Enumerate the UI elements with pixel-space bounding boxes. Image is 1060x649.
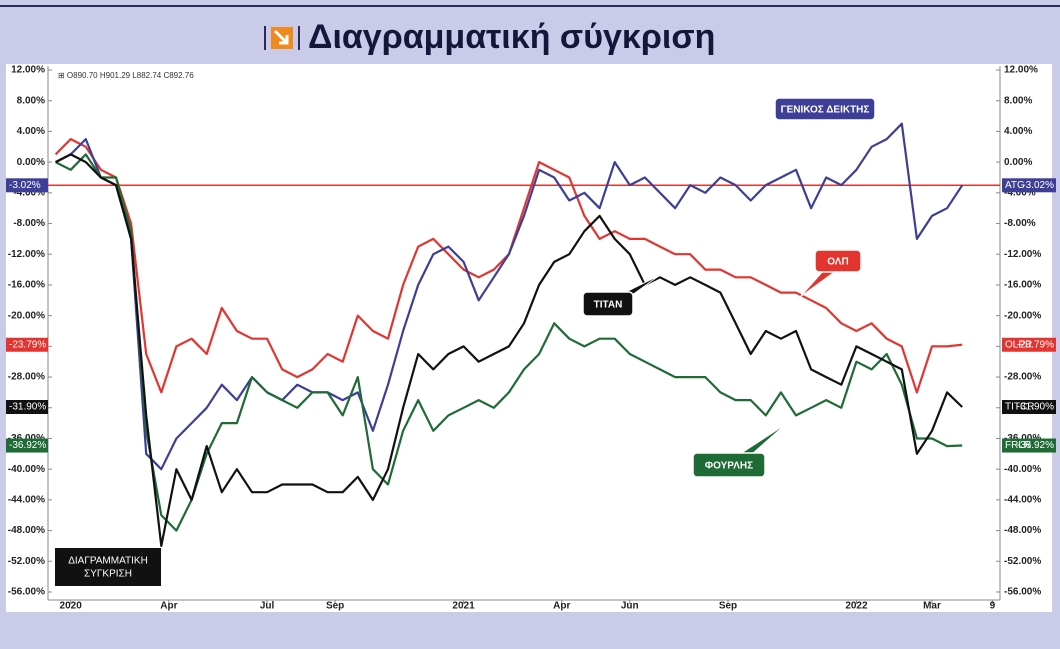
y-tick-label-right: -56.00%: [1004, 587, 1041, 598]
x-tick-label: Apr: [553, 601, 570, 612]
y-tick-label-right: 4.00%: [1004, 126, 1032, 137]
title-icon: [264, 26, 300, 50]
left-value-box: [6, 438, 48, 453]
y-tick-label: -12.00%: [8, 249, 45, 260]
y-tick-label-right: 12.00%: [1004, 65, 1038, 76]
y-tick-label-right: -48.00%: [1004, 525, 1041, 536]
y-tick-label-right: -4.00%: [1004, 187, 1036, 198]
left-value-box: [6, 399, 48, 414]
series-line: [55, 122, 964, 471]
y-tick-label-right: -40.00%: [1004, 464, 1041, 475]
series-name: ATG: [1005, 180, 1025, 191]
callout-label: ΟΛΠ: [827, 257, 848, 268]
y-tick-label: -56.00%: [8, 587, 45, 598]
y-tick-label-right: 0.00%: [1004, 157, 1032, 168]
right-value-label: -36.92%: [1017, 440, 1054, 451]
y-tick-label: 4.00%: [17, 126, 45, 137]
left-value-label: -23.79%: [9, 339, 46, 350]
y-tick-label: -28.00%: [8, 372, 45, 383]
y-tick-label: 0.00%: [17, 157, 45, 168]
callout-label: ΦΟΥΡΛΗΣ: [705, 461, 753, 472]
y-tick-label: 8.00%: [17, 95, 45, 106]
right-value-label: -3.02%: [1022, 180, 1054, 191]
y-tick-label-right: -16.00%: [1004, 280, 1041, 291]
left-value-box: [6, 178, 48, 193]
right-value-box: [1002, 337, 1056, 352]
series-line: [55, 153, 963, 547]
right-value-box: [1002, 178, 1056, 193]
callout-box: [692, 452, 766, 478]
y-tick-label-right: -12.00%: [1004, 249, 1041, 260]
left-value-label: -36.92%: [9, 440, 46, 451]
x-tick-label: Sep: [326, 601, 344, 612]
x-tick-label: 2021: [452, 601, 475, 612]
y-tick-label: -8.00%: [13, 218, 45, 229]
corner-note-line: ΣΥΓΚΡΙΣΗ: [84, 569, 132, 580]
left-value-label: -3.02%: [9, 180, 41, 191]
corner-note-box: [55, 548, 161, 586]
y-tick-label: -4.00%: [13, 187, 45, 198]
x-tick-label: Jul: [260, 601, 275, 612]
y-tick-label: -40.00%: [8, 464, 45, 475]
x-tick-label: 2022: [845, 601, 868, 612]
y-tick-label: 12.00%: [11, 65, 45, 76]
ohlc-text: ⊞ O890.70 H901.29 L882.74 C892.76: [58, 71, 194, 80]
series-name: TITCR: [1005, 402, 1034, 413]
series-name: OLPR: [1005, 339, 1032, 350]
right-value-box: [1002, 399, 1056, 414]
corner-note-line: ΔΙΑΓΡΑΜΜΑΤΙΚΗ: [68, 556, 148, 567]
y-tick-label: -44.00%: [8, 495, 45, 506]
chart-title: Διαγραμματική σύγκριση: [308, 18, 715, 56]
y-tick-label: -16.00%: [8, 280, 45, 291]
callout-label: ΤΙΤΑΝ: [594, 300, 623, 311]
y-tick-label-right: -28.00%: [1004, 372, 1041, 383]
callout-box: [774, 97, 876, 121]
x-tick-label: Jun: [621, 601, 639, 612]
y-tick-label-right: -44.00%: [1004, 495, 1041, 506]
x-tick-label: Sep: [719, 601, 737, 612]
callout-box: [582, 291, 634, 317]
y-tick-label: -48.00%: [8, 525, 45, 536]
y-tick-label-right: -8.00%: [1004, 218, 1036, 229]
callout-box: [814, 249, 862, 273]
right-value-label: -23.79%: [1017, 339, 1054, 350]
left-value-box: [6, 337, 48, 352]
left-value-label: -31.90%: [9, 402, 46, 413]
x-tick-label: 9: [990, 601, 996, 612]
y-tick-label: -52.00%: [8, 556, 45, 567]
y-tick-label-right: 8.00%: [1004, 95, 1032, 106]
x-tick-label: Mar: [923, 601, 941, 612]
right-value-box: [1002, 438, 1056, 453]
y-tick-label: -20.00%: [8, 310, 45, 321]
plot-background: [6, 64, 1052, 612]
callout-label: ΓΕΝΙΚΟΣ ΔΕΙΚΤΗΣ: [781, 105, 870, 116]
y-tick-label-right: -20.00%: [1004, 310, 1041, 321]
right-value-label: -31.90%: [1017, 402, 1054, 413]
x-tick-label: Apr: [160, 601, 177, 612]
series-line: [55, 153, 963, 532]
series-name: FRLR: [1005, 440, 1031, 451]
y-tick-label-right: -52.00%: [1004, 556, 1041, 567]
x-tick-label: 2020: [60, 601, 83, 612]
